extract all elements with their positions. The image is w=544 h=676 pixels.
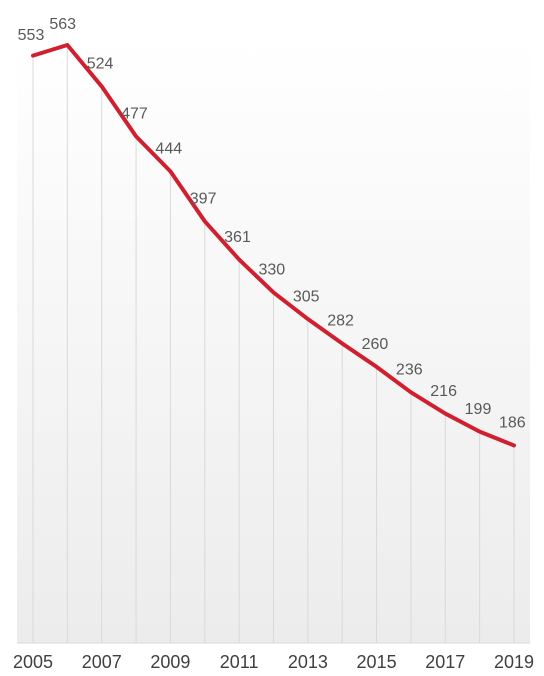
x-axis-tick-labels: 2005 2007 2009 2011 2013 2015 2017 2019 xyxy=(13,652,534,672)
data-label-2009: 444 xyxy=(155,141,182,158)
data-label-2008: 477 xyxy=(121,106,148,123)
x-tick-label-2015: 2015 xyxy=(357,652,397,672)
x-tick-label-2013: 2013 xyxy=(288,652,328,672)
grid-lines xyxy=(32,45,515,643)
x-tick-label-2005: 2005 xyxy=(13,652,53,672)
data-label-2005: 553 xyxy=(18,27,45,44)
x-tick-label-2007: 2007 xyxy=(82,652,122,672)
x-tick-label-2011: 2011 xyxy=(220,652,259,672)
data-label-2013: 305 xyxy=(293,288,320,305)
data-label-2019: 186 xyxy=(499,415,526,432)
data-label-2010: 397 xyxy=(190,191,217,208)
data-label-2018: 199 xyxy=(465,401,492,418)
data-label-2006: 563 xyxy=(49,16,76,33)
data-label-2014: 282 xyxy=(327,313,354,330)
data-label-2017: 216 xyxy=(430,383,457,400)
data-label-2007: 524 xyxy=(87,56,114,73)
x-tick-label-2009: 2009 xyxy=(150,652,190,672)
data-label-2011: 361 xyxy=(224,229,251,246)
series-line-layer xyxy=(31,43,516,448)
x-tick-label-2019: 2019 xyxy=(494,652,534,672)
series-line xyxy=(31,43,516,448)
data-label-2012: 330 xyxy=(259,262,286,279)
x-tick-label-2017: 2017 xyxy=(425,652,465,672)
data-label-2016: 236 xyxy=(396,362,423,379)
data-label-2015: 260 xyxy=(362,336,389,353)
